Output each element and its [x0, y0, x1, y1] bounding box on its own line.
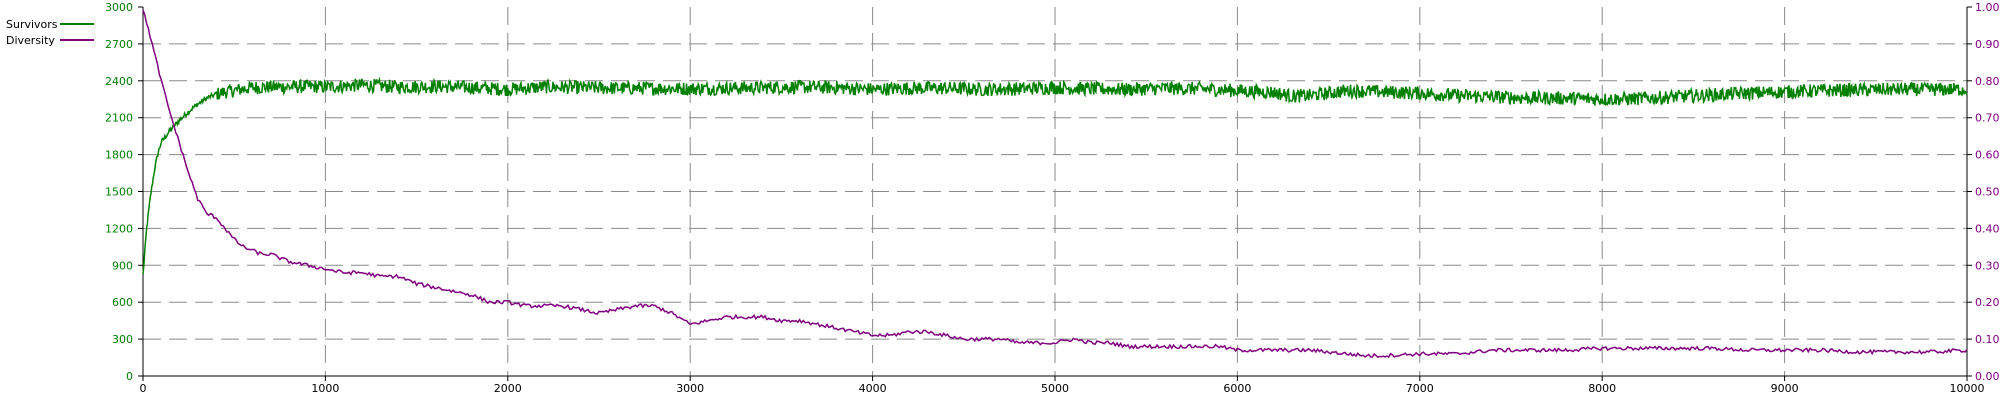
x-tick-label: 2000 — [494, 382, 522, 395]
tick-labels: 0 300 600 900 1200 1500 1800 2100 2400 2700 3000 0.… — [105, 1, 2000, 395]
y2-tick-label: 0.20 — [1975, 296, 2000, 309]
y-tick-label: 3000 — [105, 1, 133, 14]
x-tick-label: 1000 — [311, 382, 339, 395]
x-tick-label: 5000 — [1041, 382, 1069, 395]
y-tick-label: 1500 — [105, 186, 133, 199]
y2-tick-label: 0.50 — [1975, 186, 2000, 199]
y2-tick-label: 0.80 — [1975, 75, 2000, 88]
legend-label: Diversity — [6, 34, 55, 47]
y2-tick-label: 0.40 — [1975, 222, 2000, 235]
x-tick-label: 0 — [140, 382, 147, 395]
y-tick-label: 1800 — [105, 149, 133, 162]
y-tick-label: 2400 — [105, 75, 133, 88]
x-tick-label: 9000 — [1771, 382, 1799, 395]
x-tick-label: 3000 — [676, 382, 704, 395]
y-tick-label: 600 — [112, 296, 133, 309]
y-tick-label: 2100 — [105, 112, 133, 125]
x-tick-label: 8000 — [1588, 382, 1616, 395]
y2-tick-label: 1.00 — [1975, 1, 2000, 14]
series-diversity — [142, 9, 1968, 359]
y-tick-label: 1200 — [105, 222, 133, 235]
y2-tick-label: 0.30 — [1975, 259, 2000, 272]
legend-label: Survivors — [6, 18, 58, 31]
y-tick-label: 300 — [112, 333, 133, 346]
x-tick-label: 10000 — [1950, 382, 1985, 395]
y-tick-label: 900 — [112, 259, 133, 272]
x-tick-label: 6000 — [1223, 382, 1251, 395]
y-tick-label: 2700 — [105, 38, 133, 51]
legend: Survivors Diversity — [6, 18, 94, 47]
x-tick-label: 4000 — [859, 382, 887, 395]
y2-tick-label: 0.10 — [1975, 333, 2000, 346]
y2-tick-label: 0.70 — [1975, 112, 2000, 125]
x-tick-label: 7000 — [1406, 382, 1434, 395]
grid — [143, 7, 1967, 376]
y2-tick-label: 0.90 — [1975, 38, 2000, 51]
y2-tick-label: 0.00 — [1975, 370, 2000, 383]
y2-tick-label: 0.60 — [1975, 149, 2000, 162]
series-survivors — [142, 76, 1968, 275]
y-tick-label: 0 — [126, 370, 133, 383]
series-lines — [142, 9, 1968, 359]
